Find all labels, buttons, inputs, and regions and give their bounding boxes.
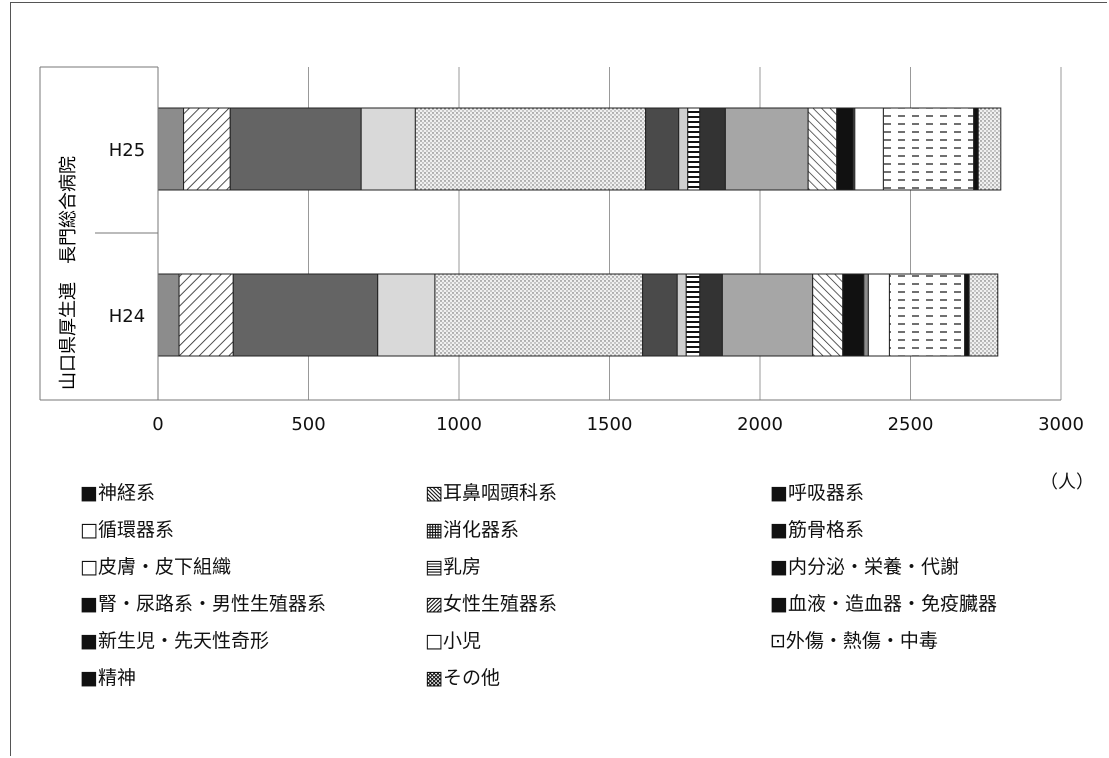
bar-segment	[807, 107, 838, 191]
legend-item: ■神経系	[80, 482, 155, 504]
legend-item: ▧耳鼻咽頭科系	[425, 482, 557, 504]
bar-segment	[360, 107, 416, 191]
bar-segment	[676, 273, 687, 357]
bar-segment	[232, 273, 379, 357]
bar-segment	[721, 273, 814, 357]
bar-segment	[699, 107, 726, 191]
legend-item: □循環器系	[80, 519, 174, 541]
bar-segment	[867, 273, 890, 357]
legend-item: ■血液・造血器・免疫臓器	[770, 593, 997, 615]
legend-item: ▩その他	[425, 667, 500, 689]
bar-segment	[842, 273, 865, 357]
axes: 0 500 1000 1500 2000 2500 3000 H25 H24	[39, 66, 1084, 435]
legend-item: ▦消化器系	[425, 519, 519, 541]
x-tick-label: 2500	[888, 414, 934, 435]
legend-item: ■精神	[80, 667, 136, 689]
bar-series	[157, 107, 1002, 357]
legend-item: ■内分泌・栄養・代謝	[770, 556, 959, 578]
bar-segment	[645, 107, 680, 191]
group-label: 山口県厚生連 長門総合病院	[58, 156, 79, 390]
bar-segment	[157, 273, 180, 357]
bar-segment	[854, 107, 884, 191]
bar-segment	[863, 273, 869, 357]
legend-item: ▤乳房	[425, 556, 481, 578]
bar-segment	[968, 273, 999, 357]
bar-segment	[699, 273, 723, 357]
chart-frame	[10, 2, 1107, 756]
bar-segment	[678, 107, 689, 191]
bar-segment	[178, 273, 234, 357]
bar-segment	[685, 273, 701, 357]
bar-segment	[183, 107, 231, 191]
legend-item: ■新生児・先天性奇形	[80, 630, 269, 652]
x-tick-label: 1000	[436, 414, 482, 435]
bar-segment	[229, 107, 362, 191]
bar-segment	[836, 107, 854, 191]
bar-segment	[724, 107, 809, 191]
legend-item: ▨女性生殖器系	[425, 593, 557, 615]
x-tick-label: 0	[152, 414, 163, 435]
bar-segment	[642, 273, 678, 357]
legend-item: □皮膚・皮下組織	[80, 556, 231, 578]
bar-segment	[377, 273, 436, 357]
legend-item: ■呼吸器系	[770, 482, 864, 504]
bar-segment	[882, 107, 975, 191]
bar-segment	[888, 273, 966, 357]
legend-item: ⊡外傷・熱傷・中毒	[770, 630, 938, 652]
bar-segment	[687, 107, 701, 191]
bar-segment	[973, 107, 979, 191]
y-tick-label: H25	[109, 140, 145, 161]
bar-segment	[414, 107, 647, 191]
bar-segment	[977, 107, 1002, 191]
legend-item: ■筋骨格系	[770, 519, 864, 541]
x-tick-label: 3000	[1038, 414, 1084, 435]
legend-item: □小児	[425, 630, 481, 652]
bar-segment	[434, 273, 644, 357]
bar-segment	[812, 273, 844, 357]
stacked-bar-chart: 0 500 1000 1500 2000 2500 3000 H25 H24 山口県厚生連 長門…	[39, 66, 1084, 435]
x-tick-label: 500	[291, 414, 325, 435]
bar-segment	[964, 273, 970, 357]
y-tick-label: H24	[109, 306, 145, 327]
legend-item: ■腎・尿路系・男性生殖器系	[80, 593, 326, 615]
x-tick-label: 1500	[587, 414, 633, 435]
bar-segment	[157, 107, 185, 191]
x-tick-label: 2000	[737, 414, 783, 435]
unit-label: （人）	[1040, 472, 1094, 493]
